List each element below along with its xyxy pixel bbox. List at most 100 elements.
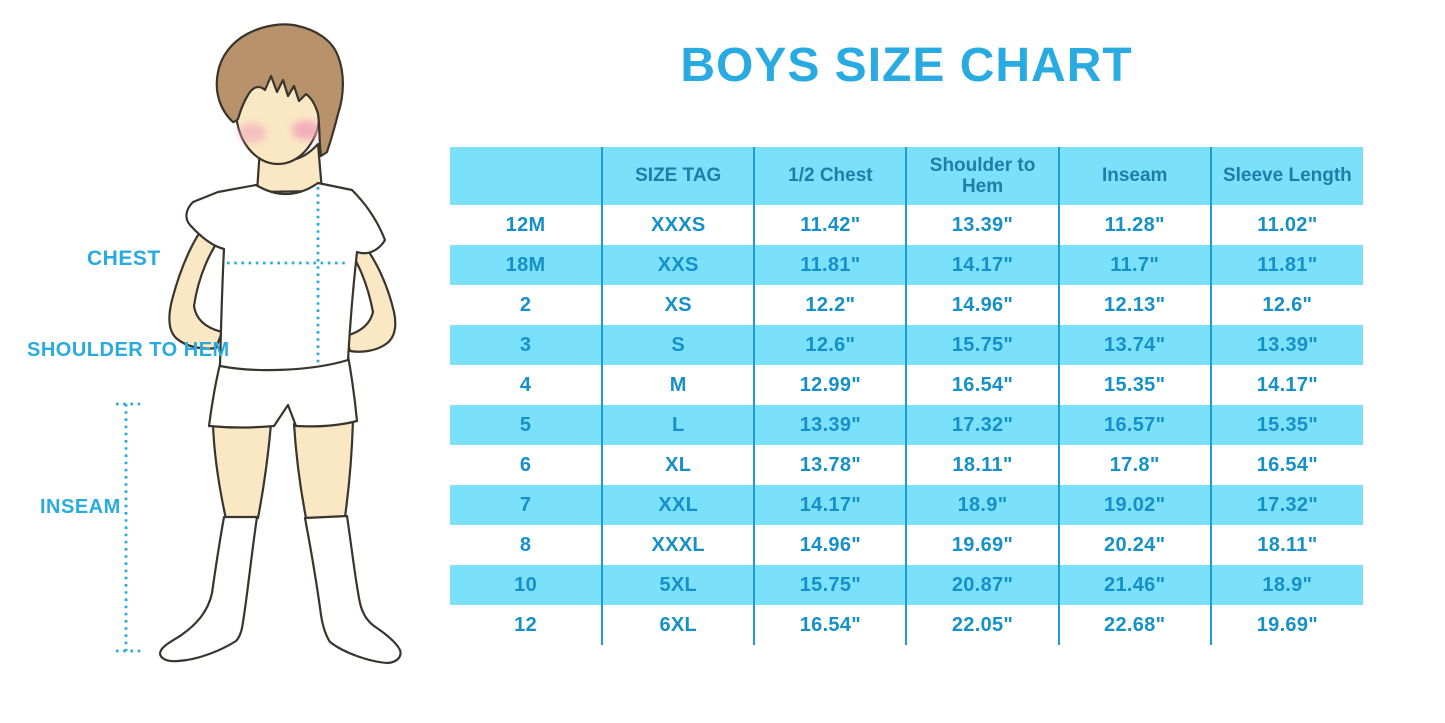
- value-cell: 11.02": [1257, 213, 1318, 236]
- boy-tshirt: [185, 181, 387, 372]
- table-row: 3 S 12.6" 15.75" 13.74" 13.39": [450, 325, 1363, 365]
- boy-illustration: [116, 23, 402, 665]
- value-cell: 11.28": [1058, 205, 1212, 245]
- value-cell: XS: [602, 285, 756, 325]
- value-cell: 13.78": [754, 445, 908, 485]
- boy-cheek-left: [238, 123, 266, 143]
- value-cell: 21.46": [1058, 565, 1212, 605]
- size-chart-table: SIZE TAG 1/2 Chest Shoulder to Hem Inseam Sl…: [450, 147, 1363, 645]
- value-cell: 16.54": [906, 365, 1060, 405]
- boy-sock-right: [303, 514, 402, 665]
- value-cell: 11.81": [1257, 253, 1318, 276]
- table-row: 6 XL 13.78" 18.11" 17.8" 16.54": [450, 445, 1363, 485]
- size-cell: 6: [450, 445, 604, 485]
- column-header: [450, 147, 604, 205]
- value-cell: 19.69": [906, 525, 1060, 565]
- boy-arm-right: [340, 230, 397, 353]
- value-cell: 11.7": [1058, 245, 1212, 285]
- column-header: 1/2 Chest: [754, 147, 908, 205]
- value-cell: 18.9": [906, 485, 1060, 525]
- value-cell: S: [602, 325, 756, 365]
- table-row: 18M XXS 11.81" 14.17" 11.7" 11.81": [450, 245, 1363, 285]
- value-cell: XXL: [602, 485, 756, 525]
- value-cell: 12.2": [754, 285, 908, 325]
- value-cell: 18.11": [1257, 533, 1318, 556]
- value-cell: XXXS: [602, 205, 756, 245]
- value-cell: 17.8": [1058, 445, 1212, 485]
- table-head: SIZE TAG 1/2 Chest Shoulder to Hem Inseam Sl…: [450, 147, 1363, 205]
- value-cell: 12.99": [754, 365, 908, 405]
- value-cell: L: [602, 405, 756, 445]
- value-cell: 16.54": [754, 605, 908, 645]
- value-cell: 12.6": [1262, 293, 1313, 316]
- boy-shorts: [207, 354, 359, 429]
- size-cell: 12M: [450, 205, 604, 245]
- size-cell: 7: [450, 485, 604, 525]
- value-cell: 5XL: [602, 565, 756, 605]
- column-header: Shoulder to Hem: [906, 147, 1060, 205]
- value-cell: XL: [602, 445, 756, 485]
- value-cell: 12.6": [754, 325, 908, 365]
- value-cell: 14.17": [754, 485, 908, 525]
- value-cell: 13.74": [1058, 325, 1212, 365]
- measure-label-chest: CHEST: [87, 247, 161, 270]
- value-cell: 13.39": [906, 205, 1060, 245]
- value-cell: 12.13": [1058, 285, 1212, 325]
- value-cell: 13.39": [754, 405, 908, 445]
- column-header: SIZE TAG: [602, 147, 756, 205]
- column-header: Sleeve Length: [1210, 147, 1363, 205]
- table-row: 12 6XL 16.54" 22.05" 22.68" 19.69": [450, 605, 1363, 645]
- value-cell: 15.75": [906, 325, 1060, 365]
- value-cell: 14.17": [1256, 373, 1319, 396]
- boy-hair: [215, 23, 344, 158]
- value-cell: 18.9": [1262, 573, 1313, 596]
- size-cell: 18M: [450, 245, 604, 285]
- boy-arm-left: [168, 213, 230, 350]
- value-cell: M: [602, 365, 756, 405]
- size-cell: 5: [450, 405, 604, 445]
- size-cell: 10: [450, 565, 604, 605]
- size-cell: 8: [450, 525, 604, 565]
- boy-cheek-right: [292, 120, 320, 140]
- measure-label-shoulder-to-hem: SHOULDER TO HEM: [27, 339, 230, 361]
- value-cell: 14.96": [906, 285, 1060, 325]
- table-row: 2 XS 12.2" 14.96" 12.13" 12.6": [450, 285, 1363, 325]
- value-cell: 17.32": [906, 405, 1060, 445]
- column-header: Inseam: [1058, 147, 1212, 205]
- value-cell: 19.69": [1256, 613, 1319, 636]
- value-cell: 15.75": [754, 565, 908, 605]
- value-cell: 18.11": [906, 445, 1060, 485]
- boy-leg-right: [292, 418, 355, 520]
- value-cell: 19.02": [1058, 485, 1212, 525]
- value-cell: 22.05": [906, 605, 1060, 645]
- value-cell: 16.54": [1256, 453, 1319, 476]
- value-cell: 15.35": [1256, 413, 1319, 436]
- value-cell: 20.87": [906, 565, 1060, 605]
- value-cell: 14.96": [754, 525, 908, 565]
- table-row: 7 XXL 14.17" 18.9" 19.02" 17.32": [450, 485, 1363, 525]
- value-cell: 6XL: [602, 605, 756, 645]
- value-cell: 16.57": [1058, 405, 1212, 445]
- value-cell: 13.39": [1256, 333, 1319, 356]
- value-cell: XXS: [602, 245, 756, 285]
- table-row: 8 XXXL 14.96" 19.69" 20.24" 18.11": [450, 525, 1363, 565]
- value-cell: 22.68": [1058, 605, 1212, 645]
- value-cell: 11.81": [754, 245, 908, 285]
- table-row: 12M XXXS 11.42" 13.39" 11.28" 11.02": [450, 205, 1363, 245]
- boy-leg-left: [211, 422, 273, 521]
- table-row: 4 M 12.99" 16.54" 15.35" 14.17": [450, 365, 1363, 405]
- table-body: 12M XXXS 11.42" 13.39" 11.28" 11.02" 18M XXS 11.…: [450, 205, 1363, 645]
- value-cell: 17.32": [1256, 493, 1319, 516]
- size-cell: 4: [450, 365, 604, 405]
- table-header-row: SIZE TAG 1/2 Chest Shoulder to Hem Inseam Sl…: [450, 147, 1363, 205]
- measure-label-inseam: INSEAM: [40, 496, 121, 518]
- value-cell: 15.35": [1058, 365, 1212, 405]
- value-cell: 11.42": [754, 205, 908, 245]
- size-cell: 12: [450, 605, 604, 645]
- page-title: BOYS SIZE CHART: [680, 39, 1133, 92]
- boy-sock-left: [158, 515, 259, 663]
- table-row: 5 L 13.39" 17.32" 16.57" 15.35": [450, 405, 1363, 445]
- size-cell: 3: [450, 325, 604, 365]
- table-row: 10 5XL 15.75" 20.87" 21.46" 18.9": [450, 565, 1363, 605]
